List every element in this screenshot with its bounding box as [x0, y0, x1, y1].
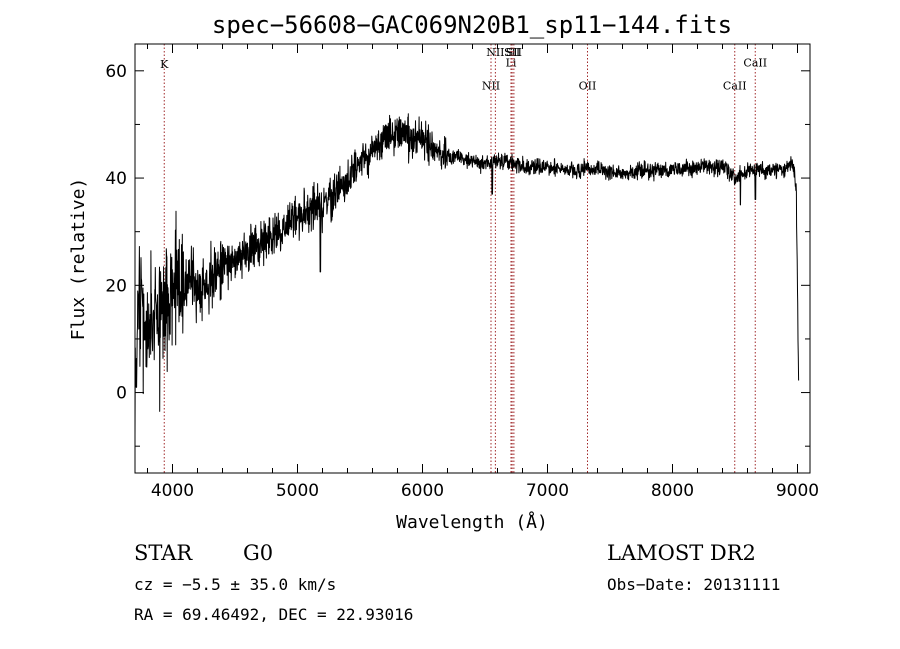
spectral-line-label: CaII — [743, 57, 767, 70]
spectral-line-label: CaII — [723, 80, 747, 93]
y-tick-label: 60 — [105, 62, 127, 82]
spectral-line-label: NII — [482, 80, 500, 93]
observation-date: Obs−Date: 20131111 — [607, 575, 780, 594]
object-subclass: G0 — [243, 541, 273, 565]
spectrum-layer — [134, 113, 800, 436]
survey-name: LAMOST DR2 — [607, 541, 756, 565]
spectral-line-label: K — [160, 58, 169, 71]
axis-ticks: 4000 5000 6000 7000 8000 9000 0 20 40 60 — [105, 44, 819, 501]
spectral-line-label: NII — [486, 46, 504, 59]
x-tick-label: 5000 — [276, 481, 319, 501]
object-class: STAR — [134, 541, 193, 565]
redshift-cz: cz = −5.5 ± 35.0 km/s — [134, 575, 336, 594]
spectral-line-label: OII — [579, 80, 597, 93]
coordinates: RA = 69.46492, DEC = 22.93016 — [134, 605, 413, 624]
spectral-line-label: SII — [504, 46, 520, 59]
x-tick-label: 4000 — [151, 481, 194, 501]
spectral-line-label: Li — [506, 57, 517, 70]
spectrum-series — [134, 113, 800, 436]
x-tick-label: 9000 — [776, 481, 819, 501]
y-tick-label: 0 — [116, 384, 127, 404]
y-axis-label: Flux (relative) — [68, 178, 89, 341]
x-tick-label: 8000 — [651, 481, 694, 501]
x-axis-label: Wavelength (Å) — [396, 511, 548, 533]
y-tick-label: 20 — [105, 276, 127, 296]
spectral-line-label: SII — [506, 46, 522, 59]
x-tick-label: 6000 — [401, 481, 444, 501]
chart-title: spec−56608−GAC069N20B1_sp11−144.fits — [212, 11, 732, 39]
y-tick-label: 40 — [105, 169, 127, 189]
x-tick-label: 7000 — [526, 481, 569, 501]
